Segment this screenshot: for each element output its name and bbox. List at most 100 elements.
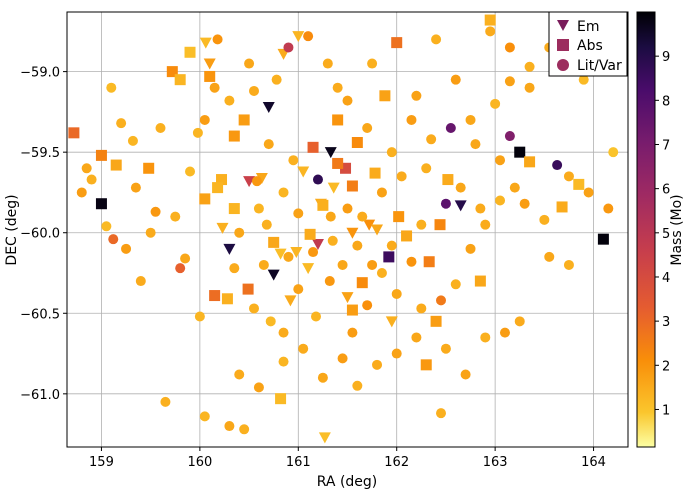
- litvar-point: [283, 42, 294, 53]
- litvar-point: [293, 284, 304, 295]
- litvar-point: [372, 359, 383, 370]
- abs-point: [174, 74, 186, 86]
- y-tick-label: −59.5: [20, 146, 60, 161]
- litvar-point: [376, 187, 387, 198]
- abs-point: [573, 178, 585, 190]
- litvar-point: [603, 203, 614, 214]
- abs-point: [434, 219, 446, 231]
- litvar-point: [352, 380, 363, 391]
- litvar-point: [352, 240, 363, 251]
- em-point: [223, 243, 236, 255]
- colorbar-gradient: [636, 11, 656, 448]
- litvar-point: [261, 219, 272, 230]
- abs-point: [212, 182, 224, 194]
- litvar-point: [431, 34, 442, 45]
- litvar-point: [325, 211, 336, 222]
- litvar-point: [199, 114, 210, 125]
- abs-point: [442, 174, 454, 186]
- abs-point: [556, 201, 568, 213]
- y-axis-label: DEC (deg): [4, 194, 20, 265]
- litvar-point: [470, 139, 481, 150]
- litvar-point: [194, 311, 205, 322]
- abs-point: [484, 14, 496, 26]
- em-point: [292, 31, 305, 43]
- litvar-point: [283, 251, 294, 262]
- litvar-point: [249, 303, 259, 314]
- litvar-point: [229, 263, 240, 274]
- litvar-point: [308, 247, 319, 258]
- data-points: [68, 14, 619, 444]
- abs-point: [514, 146, 526, 158]
- litvar-point: [376, 268, 387, 278]
- litvar-point: [249, 85, 259, 96]
- abs-point: [346, 180, 358, 192]
- abs-point: [369, 167, 381, 179]
- litvar-point: [263, 139, 274, 150]
- litvar-point: [160, 396, 171, 407]
- litvar-point: [514, 316, 525, 327]
- abs-point: [524, 156, 536, 168]
- colorbar-ticks: 1 2 3 4 5 6 7 8 9: [655, 50, 670, 418]
- em-point: [302, 263, 315, 275]
- x-axis-label: RA (deg): [317, 474, 378, 490]
- litvar-point: [288, 155, 299, 166]
- litvar-point: [426, 134, 437, 145]
- abs-point: [391, 37, 403, 49]
- litvar-point: [416, 219, 427, 230]
- colorbar-tick-label: 6: [662, 183, 670, 198]
- litvar-point: [504, 76, 515, 87]
- litvar-point: [552, 160, 563, 171]
- litvar-point: [332, 82, 343, 93]
- litvar-point: [504, 42, 515, 53]
- litvar-point: [440, 198, 451, 209]
- litvar-point: [342, 95, 353, 106]
- abs-point: [268, 236, 280, 248]
- litvar-point: [127, 135, 138, 146]
- em-point: [318, 432, 331, 444]
- abs-point: [275, 393, 287, 405]
- litvar-point: [563, 259, 574, 270]
- abs-point: [393, 211, 405, 223]
- em-point: [371, 224, 384, 236]
- litvar-point: [239, 424, 250, 435]
- litvar-point: [436, 295, 446, 306]
- litvar-point: [234, 369, 245, 380]
- em-point: [255, 172, 268, 184]
- litvar-point: [386, 147, 397, 158]
- litvar-point: [234, 227, 245, 238]
- litvar-point: [519, 198, 530, 209]
- litvar-point: [101, 221, 112, 232]
- abs-point: [242, 283, 254, 295]
- x-axis: 159 160 161 162 163 164: [89, 447, 606, 470]
- abs-point: [216, 174, 228, 186]
- x-tick-label: 159: [89, 455, 114, 470]
- litvar-point: [317, 372, 328, 383]
- em-point: [363, 219, 376, 231]
- abs-point: [166, 66, 178, 78]
- em-point: [284, 295, 297, 307]
- abs-point: [184, 46, 196, 58]
- litvar-point: [416, 303, 427, 314]
- y-tick-label: −60.5: [20, 307, 60, 322]
- litvar-point: [212, 34, 223, 45]
- litvar-point: [485, 26, 496, 37]
- abs-point: [597, 233, 609, 245]
- litvar-point: [509, 182, 520, 193]
- abs-point: [346, 304, 358, 316]
- litvar-point: [278, 187, 289, 198]
- litvar-point: [293, 208, 304, 219]
- litvar-point: [130, 182, 141, 193]
- legend-label-em: Em: [577, 19, 599, 35]
- abs-point: [307, 141, 319, 153]
- litvar-point: [480, 219, 491, 230]
- litvar-point: [386, 240, 397, 251]
- litvar-point: [406, 256, 417, 267]
- litvar-point: [278, 327, 289, 338]
- litvar-point: [436, 408, 446, 419]
- litvar-point: [544, 251, 555, 262]
- abs-point: [95, 149, 107, 161]
- y-tick-label: −60.0: [20, 227, 60, 242]
- litvar-point: [499, 327, 510, 338]
- litvar-point: [303, 31, 314, 42]
